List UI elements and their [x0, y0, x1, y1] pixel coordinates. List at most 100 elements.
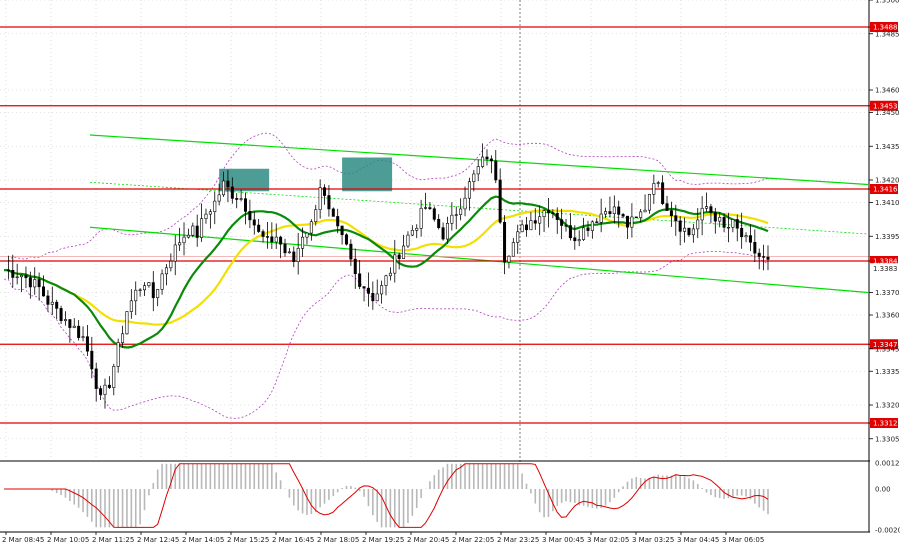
- candle-body: [748, 235, 752, 243]
- candle-body: [235, 198, 239, 200]
- candle: [402, 234, 406, 259]
- candle-body: [665, 203, 669, 211]
- osc-tick-label: -0.00203: [875, 527, 900, 535]
- candle-body: [107, 384, 111, 388]
- candle: [735, 214, 739, 242]
- y-tick-label: 1.3395: [875, 233, 900, 241]
- candle-body: [257, 224, 261, 232]
- candle: [590, 220, 594, 239]
- candle-body: [287, 251, 291, 254]
- candle: [63, 311, 67, 326]
- candle: [314, 204, 318, 226]
- candle-body: [722, 217, 726, 228]
- candle: [432, 206, 436, 222]
- candle-body: [37, 279, 41, 288]
- candle-body: [252, 219, 256, 226]
- candle: [709, 203, 713, 224]
- candle-body: [726, 226, 730, 229]
- candle-body: [125, 311, 129, 335]
- candle: [182, 222, 186, 256]
- candle-body: [371, 292, 375, 302]
- candle-body: [424, 207, 428, 209]
- y-tick-label: 1.3450: [875, 109, 900, 117]
- candle: [665, 195, 669, 212]
- candle: [726, 212, 730, 243]
- candle-body: [243, 198, 247, 212]
- highlight-boxes: [219, 157, 393, 192]
- candle-body: [274, 236, 278, 243]
- osc-background: [0, 463, 868, 530]
- candle: [489, 155, 493, 174]
- candle: [397, 252, 401, 270]
- candle: [243, 192, 247, 225]
- x-tick-label: 2 Mar 10:05: [47, 536, 89, 544]
- candle: [226, 169, 230, 203]
- x-tick-label: 3 Mar 00:45: [542, 536, 584, 544]
- candle: [621, 212, 625, 219]
- candle-body: [331, 208, 335, 217]
- candle: [388, 267, 392, 281]
- candle: [204, 208, 208, 224]
- candle: [538, 205, 542, 236]
- candle-body: [459, 208, 463, 215]
- candle: [608, 196, 612, 218]
- x-tick-label: 2 Mar 20:45: [407, 536, 449, 544]
- candle: [46, 290, 50, 312]
- trend-channel: [89, 134, 869, 294]
- candle: [472, 169, 476, 192]
- candle: [327, 185, 331, 217]
- candle-body: [564, 225, 568, 227]
- candle: [560, 208, 564, 240]
- y-tick-label: 1.3360: [875, 312, 900, 320]
- candle: [274, 223, 278, 249]
- candle-body: [230, 186, 234, 199]
- y-tick-label: 1.3460: [875, 87, 900, 95]
- candle-body: [344, 234, 348, 245]
- candle: [99, 385, 103, 400]
- candle-body: [489, 158, 493, 162]
- candle: [296, 232, 300, 275]
- x-tick-label: 2 Mar 14:05: [182, 536, 224, 544]
- candlesticks: [6, 143, 770, 409]
- candle: [718, 211, 722, 228]
- candle-body: [72, 325, 76, 328]
- candle-body: [323, 187, 327, 196]
- level-tag: [870, 339, 898, 350]
- candle-body: [366, 287, 370, 294]
- candle: [85, 325, 89, 356]
- candle: [687, 227, 691, 237]
- candle-body: [766, 256, 770, 260]
- candle-body: [643, 209, 647, 213]
- candle-body: [705, 206, 709, 209]
- candle-body: [349, 243, 353, 260]
- candle: [463, 186, 467, 217]
- candle: [77, 320, 81, 341]
- candle-body: [740, 227, 744, 238]
- candle-body: [358, 273, 362, 287]
- candle-body: [661, 182, 665, 204]
- candle: [586, 220, 590, 237]
- candle: [217, 183, 221, 206]
- candle-body: [388, 272, 392, 277]
- candle-body: [90, 350, 94, 370]
- candle-body: [555, 213, 559, 220]
- candle-body: [507, 255, 511, 263]
- candle-body: [112, 366, 116, 388]
- price-levels: 1.3488 1.3453 1.3416 1.3384 1.3347 1.3312 1.33…: [0, 22, 898, 428]
- candle: [450, 202, 454, 231]
- candle: [248, 199, 252, 229]
- candle-body: [691, 228, 695, 236]
- candle-body: [200, 218, 204, 238]
- candle: [454, 206, 458, 230]
- candle-body: [6, 269, 10, 272]
- candle: [331, 207, 335, 217]
- candle: [459, 198, 463, 221]
- candle-body: [375, 293, 379, 302]
- candle: [481, 143, 485, 169]
- candle: [178, 227, 182, 251]
- candle: [612, 195, 616, 224]
- candle: [11, 254, 15, 288]
- x-tick-label: 2 Mar 12:45: [137, 536, 179, 544]
- y-tick-label: 1.3345: [875, 345, 900, 353]
- candle: [744, 232, 748, 243]
